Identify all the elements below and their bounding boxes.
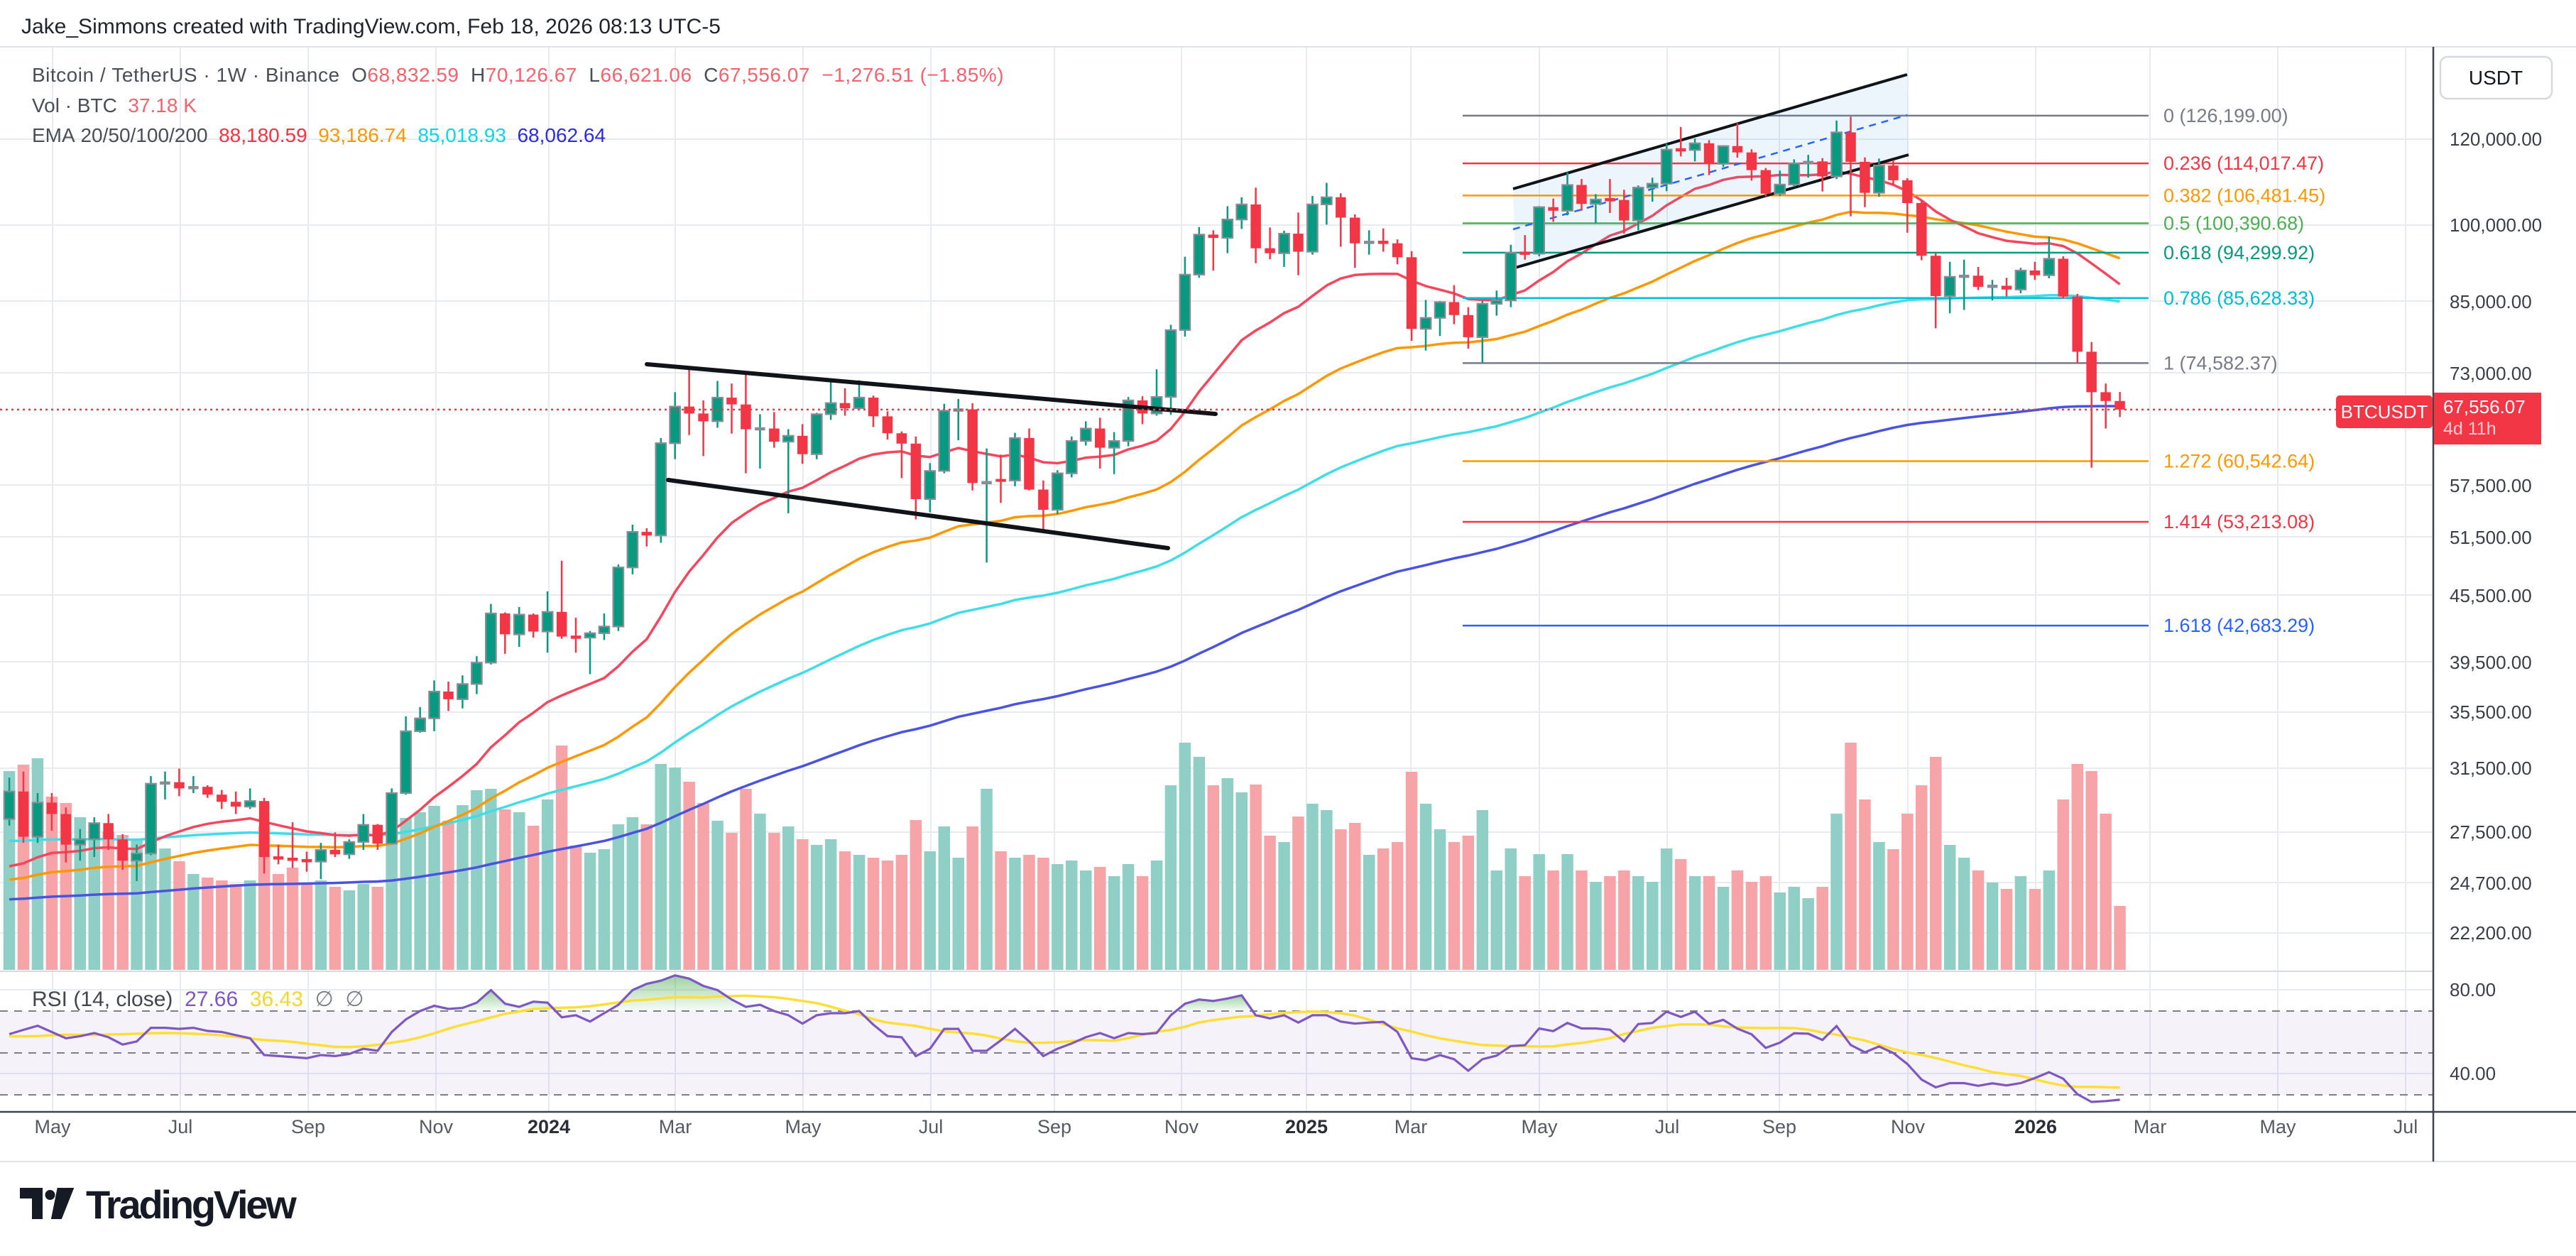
svg-text:1.272 (60,542.64): 1.272 (60,542.64) bbox=[2163, 451, 2315, 472]
svg-text:Nov: Nov bbox=[1891, 1116, 1926, 1137]
svg-text:Jul: Jul bbox=[168, 1116, 193, 1137]
svg-text:BTCUSDT: BTCUSDT bbox=[2341, 401, 2428, 422]
svg-text:67,556.07: 67,556.07 bbox=[2443, 396, 2526, 417]
svg-text:73,000.00: 73,000.00 bbox=[2450, 363, 2532, 384]
svg-text:Jul: Jul bbox=[919, 1116, 944, 1137]
svg-text:Nov: Nov bbox=[1164, 1116, 1199, 1137]
svg-text:Jul: Jul bbox=[2394, 1116, 2418, 1137]
svg-text:31,500.00: 31,500.00 bbox=[2450, 758, 2532, 779]
svg-text:May: May bbox=[2259, 1116, 2296, 1137]
svg-text:May: May bbox=[785, 1116, 822, 1137]
svg-text:24,700.00: 24,700.00 bbox=[2450, 873, 2532, 894]
svg-text:Jake_Simmons created with Trad: Jake_Simmons created with TradingView.co… bbox=[21, 15, 721, 38]
svg-text:0.382 (106,481.45): 0.382 (106,481.45) bbox=[2163, 185, 2325, 206]
svg-text:Sep: Sep bbox=[1037, 1116, 1071, 1137]
svg-text:Vol · BTC 37.18 K: Vol · BTC 37.18 K bbox=[32, 94, 197, 116]
svg-text:0.236 (114,017.47): 0.236 (114,017.47) bbox=[2163, 153, 2324, 174]
svg-text:RSI (14, close) 27.66 36.43: RSI (14, close) 27.66 36.43 ∅ ∅ bbox=[32, 988, 364, 1011]
svg-text:1.414 (53,213.08): 1.414 (53,213.08) bbox=[2163, 511, 2315, 533]
svg-text:0.618 (94,299.92): 0.618 (94,299.92) bbox=[2163, 242, 2315, 263]
svg-text:Sep: Sep bbox=[1762, 1116, 1796, 1137]
svg-text:1 (74,582.37): 1 (74,582.37) bbox=[2163, 352, 2278, 373]
svg-text:Jul: Jul bbox=[1655, 1116, 1680, 1137]
svg-text:Nov: Nov bbox=[419, 1116, 454, 1137]
svg-text:85,000.00: 85,000.00 bbox=[2450, 291, 2532, 312]
svg-text:40.00: 40.00 bbox=[2450, 1063, 2496, 1084]
svg-text:120,000.00: 120,000.00 bbox=[2450, 129, 2542, 150]
svg-text:Mar: Mar bbox=[2134, 1116, 2167, 1137]
svg-text:51,500.00: 51,500.00 bbox=[2450, 527, 2532, 548]
svg-text:0.786 (85,628.33): 0.786 (85,628.33) bbox=[2163, 288, 2315, 309]
svg-text:May: May bbox=[1521, 1116, 1558, 1137]
svg-text:57,500.00: 57,500.00 bbox=[2450, 475, 2532, 496]
svg-text:35,500.00: 35,500.00 bbox=[2450, 701, 2532, 723]
svg-text:22,200.00: 22,200.00 bbox=[2450, 922, 2532, 944]
svg-text:May: May bbox=[34, 1116, 71, 1137]
svg-text:TradingView: TradingView bbox=[86, 1182, 297, 1227]
svg-text:Mar: Mar bbox=[1395, 1116, 1428, 1137]
svg-text:Sep: Sep bbox=[291, 1116, 325, 1137]
svg-text:Mar: Mar bbox=[659, 1116, 692, 1137]
svg-text:100,000.00: 100,000.00 bbox=[2450, 214, 2542, 236]
svg-text:2026: 2026 bbox=[2014, 1116, 2057, 1137]
svg-text:0 (126,199.00): 0 (126,199.00) bbox=[2163, 105, 2288, 126]
svg-text:USDT: USDT bbox=[2469, 67, 2523, 89]
svg-text:EMA 20/50/100/200 88,180.59: EMA 20/50/100/200 88,180.59 93,186.74 85… bbox=[32, 124, 606, 146]
svg-text:2025: 2025 bbox=[1285, 1116, 1328, 1137]
svg-text:4d 11h: 4d 11h bbox=[2443, 419, 2496, 439]
svg-text:2024: 2024 bbox=[528, 1116, 570, 1137]
svg-text:80.00: 80.00 bbox=[2450, 979, 2496, 1000]
svg-text:Bitcoin / TetherUS · 1W · Bina: Bitcoin / TetherUS · 1W · Binance O68,83… bbox=[32, 64, 1004, 86]
svg-text:45,500.00: 45,500.00 bbox=[2450, 585, 2532, 606]
svg-text:0.5 (100,390.68): 0.5 (100,390.68) bbox=[2163, 213, 2304, 234]
svg-text:27,500.00: 27,500.00 bbox=[2450, 821, 2532, 843]
svg-text:39,500.00: 39,500.00 bbox=[2450, 652, 2532, 673]
svg-text:1.618 (42,683.29): 1.618 (42,683.29) bbox=[2163, 615, 2315, 636]
